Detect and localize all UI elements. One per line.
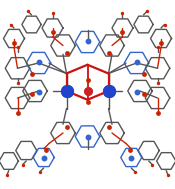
Point	[128, 148, 131, 151]
Point	[142, 92, 145, 95]
Point	[86, 89, 89, 92]
Point	[86, 136, 89, 139]
Point	[156, 111, 159, 114]
Point	[121, 12, 124, 15]
Point	[135, 90, 138, 93]
Point	[9, 23, 12, 26]
Point	[16, 111, 19, 114]
Point	[86, 40, 89, 43]
Point	[163, 23, 166, 26]
Point	[107, 89, 110, 92]
Point	[65, 51, 68, 54]
Point	[156, 82, 159, 85]
Point	[86, 78, 89, 81]
Point	[151, 163, 154, 166]
Point	[44, 148, 47, 151]
Point	[65, 89, 68, 92]
Point	[121, 31, 124, 34]
Point	[37, 90, 40, 93]
Point	[65, 125, 68, 128]
Point	[160, 41, 162, 44]
Point	[16, 46, 19, 49]
Point	[30, 92, 33, 95]
Point	[21, 163, 24, 166]
Point	[6, 174, 8, 177]
Point	[30, 72, 33, 75]
Point	[86, 101, 89, 104]
Point	[135, 61, 138, 64]
Point	[107, 89, 110, 92]
Point	[107, 51, 110, 54]
Point	[16, 82, 19, 85]
Point	[39, 170, 42, 173]
Point	[167, 174, 169, 177]
Point	[107, 125, 110, 128]
Point	[156, 46, 159, 49]
Point	[65, 89, 68, 92]
Point	[37, 61, 40, 64]
Point	[13, 41, 15, 44]
Point	[86, 89, 89, 92]
Point	[51, 31, 54, 34]
Point	[51, 12, 54, 15]
Point	[142, 72, 145, 75]
Point	[130, 156, 133, 159]
Point	[27, 10, 29, 13]
Point	[133, 170, 136, 173]
Point	[42, 156, 45, 159]
Point	[146, 10, 148, 13]
